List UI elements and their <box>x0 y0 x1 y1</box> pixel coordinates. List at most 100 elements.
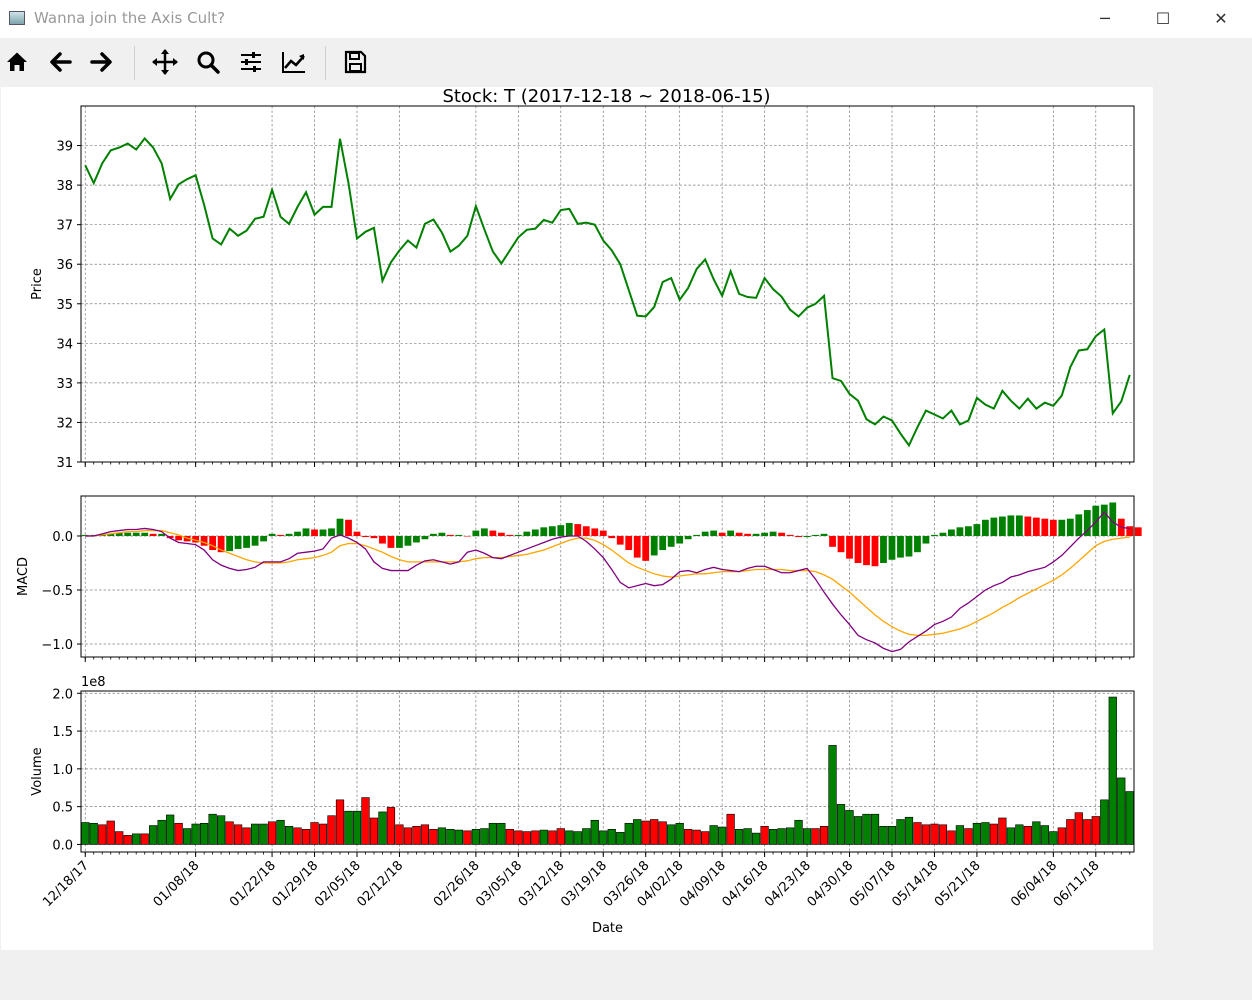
volume-bar <box>1040 825 1049 845</box>
macd-histogram-bar <box>880 535 887 563</box>
zoom-button[interactable] <box>190 44 226 80</box>
volume-bar <box>548 830 557 845</box>
macd-histogram-bar <box>948 529 955 536</box>
configure-subplots-button[interactable] <box>233 44 269 80</box>
macd-histogram-bar <box>319 529 327 536</box>
volume-bar <box>412 826 421 845</box>
pan-button[interactable] <box>147 44 183 80</box>
macd-histogram-bar <box>497 532 505 536</box>
volume-bar <box>590 819 599 845</box>
macd-histogram-bar <box>285 533 293 536</box>
macd-histogram-bar <box>132 532 140 536</box>
volume-bar <box>972 822 982 845</box>
macd-histogram-bar <box>684 535 692 540</box>
macd-histogram-bar <box>438 532 446 536</box>
macd-histogram-bar <box>981 519 989 536</box>
y-tick-label: −0.5 <box>41 584 73 599</box>
macd-histogram-bar <box>931 534 938 536</box>
macd-histogram-bar <box>379 535 386 544</box>
volume-bar <box>658 821 667 845</box>
volume-bar <box>998 817 1007 845</box>
volume-bar <box>437 827 447 845</box>
macd-histogram-bar <box>166 535 174 539</box>
macd-histogram-bar <box>217 535 225 553</box>
macd-histogram-bar <box>336 518 344 536</box>
stock-chart: 31 32 33 34 35 36 37 38 39 Price 0.0 −0.5 −1.0 MACD 0.… <box>16 86 1142 936</box>
price-line <box>84 136 1131 448</box>
volume-bar <box>115 831 124 845</box>
back-button[interactable] <box>42 44 78 80</box>
macd-histogram-bar <box>362 535 369 538</box>
volume-bar <box>497 822 506 845</box>
macd-histogram-bar <box>251 535 259 546</box>
zoom-icon <box>197 51 220 74</box>
volume-bar <box>1125 791 1134 845</box>
volume-bar <box>378 811 387 845</box>
macd-histogram-bar <box>965 526 972 536</box>
forward-button[interactable] <box>84 44 120 80</box>
macd-histogram-bar <box>531 529 539 536</box>
macd-histogram-bar <box>633 535 641 558</box>
macd-histogram-bar <box>430 533 437 536</box>
close-button[interactable]: ✕ <box>1214 9 1228 28</box>
volume-bar <box>1057 827 1066 845</box>
volume-bar <box>964 828 973 845</box>
volume-bar <box>361 797 370 845</box>
macd-histogram-bar <box>294 531 301 536</box>
macd-histogram-bar <box>260 535 267 542</box>
macd-histogram-bar <box>455 534 463 536</box>
y-axis-label: Price <box>30 268 45 300</box>
macd-histogram-bar <box>175 535 183 541</box>
volume-bar <box>921 824 931 845</box>
axes-frame <box>80 495 1135 658</box>
macd-histogram-bar <box>914 535 921 553</box>
macd-histogram-bar <box>778 532 785 536</box>
volume-bar <box>616 832 625 845</box>
macd-histogram-bar <box>591 528 599 536</box>
macd-histogram-bar <box>557 525 565 536</box>
macd-histogram-bar <box>548 526 556 536</box>
home-button[interactable] <box>0 44 36 80</box>
macd-histogram-bar <box>1066 518 1074 536</box>
volume-bar <box>802 828 812 845</box>
macd-histogram-bar <box>81 534 89 536</box>
macd-histogram-bar <box>718 532 726 536</box>
edit-axis-button[interactable] <box>276 44 312 80</box>
macd-histogram-bar <box>990 517 998 536</box>
volume-bar <box>259 823 268 845</box>
volume-bar <box>539 829 548 845</box>
volume-bar <box>989 823 999 845</box>
volume-bar <box>777 828 786 845</box>
volume-bar <box>183 828 192 845</box>
y-tick-label: 1.0 <box>52 763 73 778</box>
volume-bar <box>862 813 871 845</box>
volume-bar <box>751 832 761 845</box>
macd-histogram-bar <box>1109 502 1117 536</box>
pan-icon <box>152 49 178 75</box>
macd-histogram-bar <box>998 516 1006 536</box>
macd-histogram-bar <box>107 533 115 536</box>
macd-histogram-bar <box>1007 515 1015 536</box>
macd-histogram-bar <box>1083 510 1091 536</box>
y-axis-label: Volume <box>30 747 45 795</box>
maximize-button[interactable]: ☐ <box>1155 9 1171 28</box>
home-icon <box>7 52 27 71</box>
volume-bar <box>1074 812 1083 845</box>
minimize-button[interactable]: ─ <box>1100 9 1110 28</box>
window-title: Wanna join the Axis Cult? <box>34 9 226 27</box>
volume-bar <box>565 830 574 845</box>
save-button[interactable] <box>337 44 373 80</box>
volume-bar <box>514 830 523 845</box>
x-tick-label: 12/18/17 <box>40 858 92 910</box>
macd-histogram-bar <box>829 535 836 547</box>
volume-scale-label: 1e8 <box>81 675 106 690</box>
macd-histogram-bar <box>744 533 752 536</box>
volume-bar <box>887 826 897 845</box>
volume-bar <box>225 821 234 845</box>
macd-histogram-bar <box>345 519 352 536</box>
macd-histogram-bar <box>1075 514 1083 536</box>
macd-histogram-bar <box>200 535 208 546</box>
volume-bar <box>250 823 260 845</box>
macd-histogram-bar <box>404 535 412 546</box>
volume-bar <box>403 827 413 845</box>
